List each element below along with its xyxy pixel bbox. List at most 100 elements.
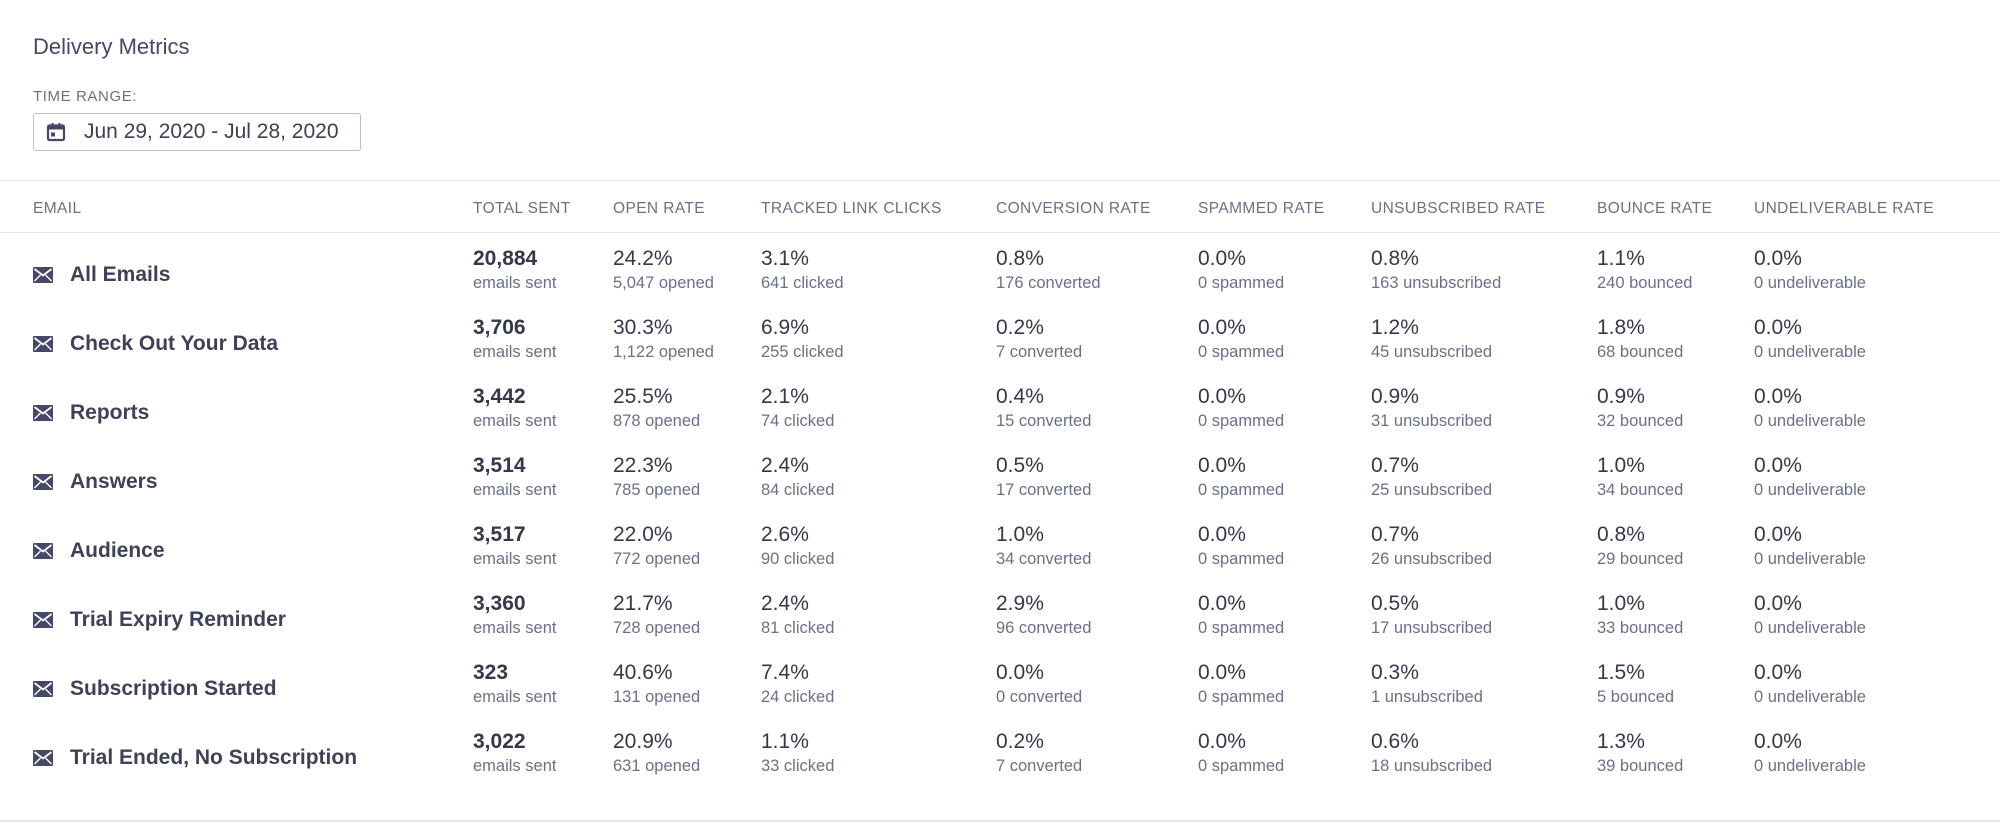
column-header-email[interactable]: EMAIL: [33, 200, 82, 217]
opened-count: 878 opened: [613, 412, 701, 430]
open-rate-value: 40.6%: [613, 661, 673, 684]
unsubscribed-rate-cell: 1.2% 45 unsubscribed: [1371, 315, 1492, 363]
spammed-count: 0 spammed: [1198, 481, 1285, 499]
bounce-rate-cell: 0.9% 32 bounced: [1597, 384, 1683, 432]
spammed-rate-value: 0.0%: [1198, 523, 1246, 546]
undeliverable-count: 0 undeliverable: [1754, 688, 1866, 706]
email-name[interactable]: Audience: [70, 539, 165, 562]
table-row[interactable]: Answers 3,514 emails sent 22.3% 785 open…: [0, 446, 2000, 515]
column-header-unsubscribed-rate[interactable]: UNSUBSCRIBED RATE: [1371, 200, 1546, 217]
conversion-rate-cell: 2.9% 96 converted: [996, 591, 1091, 639]
undeliverable-rate-value: 0.0%: [1754, 454, 1802, 477]
column-header-spammed-rate[interactable]: SPAMMED RATE: [1198, 200, 1325, 217]
table-row[interactable]: Trial Ended, No Subscription 3,022 email…: [0, 722, 2000, 791]
conversion-rate-value: 0.8%: [996, 247, 1044, 270]
email-name-cell: Subscription Started: [33, 677, 277, 701]
column-header-bounce-rate[interactable]: BOUNCE RATE: [1597, 200, 1713, 217]
bounce-rate-value: 1.0%: [1597, 592, 1645, 615]
email-name-cell: Answers: [33, 470, 158, 494]
table-row[interactable]: Reports 3,442 emails sent 25.5% 878 open…: [0, 377, 2000, 446]
link-clicks-cell: 2.6% 90 clicked: [761, 522, 834, 570]
undeliverable-count: 0 undeliverable: [1754, 619, 1866, 637]
total-sent-cell: 20,884 emails sent: [473, 246, 556, 294]
opened-count: 631 opened: [613, 757, 701, 775]
total-sent-value: 3,514: [473, 454, 526, 477]
unsubscribed-count: 31 unsubscribed: [1371, 412, 1493, 430]
date-range-picker[interactable]: Jun 29, 2020 - Jul 28, 2020: [33, 113, 361, 151]
undeliverable-rate-value: 0.0%: [1754, 385, 1802, 408]
email-name[interactable]: All Emails: [70, 263, 171, 286]
total-sent-cell: 3,022 emails sent: [473, 729, 556, 777]
clicked-count: 24 clicked: [761, 688, 835, 706]
clicked-count: 90 clicked: [761, 550, 835, 568]
email-name[interactable]: Check Out Your Data: [70, 332, 279, 355]
bounce-rate-value: 0.9%: [1597, 385, 1645, 408]
page-title: Delivery Metrics: [33, 34, 190, 59]
unsubscribed-count: 17 unsubscribed: [1371, 619, 1493, 637]
email-name[interactable]: Trial Expiry Reminder: [70, 608, 286, 631]
envelope-icon: [33, 750, 53, 766]
table-row[interactable]: Audience 3,517 emails sent 22.0% 772 ope…: [0, 515, 2000, 584]
converted-count: 34 converted: [996, 550, 1092, 568]
undeliverable-count: 0 undeliverable: [1754, 757, 1866, 775]
total-sent-caption: emails sent: [473, 343, 557, 361]
bounced-count: 33 bounced: [1597, 619, 1684, 637]
undeliverable-rate-cell: 0.0% 0 undeliverable: [1754, 729, 1866, 777]
column-header-total-sent[interactable]: TOTAL SENT: [473, 200, 571, 217]
table-body: All Emails 20,884 emails sent 24.2% 5,04…: [0, 233, 2000, 791]
link-clicks-value: 6.9%: [761, 316, 809, 339]
converted-count: 17 converted: [996, 481, 1092, 499]
spammed-rate-cell: 0.0% 0 spammed: [1198, 591, 1284, 639]
undeliverable-rate-value: 0.0%: [1754, 592, 1802, 615]
converted-count: 7 converted: [996, 757, 1083, 775]
clicked-count: 81 clicked: [761, 619, 835, 637]
total-sent-caption: emails sent: [473, 550, 557, 568]
unsubscribed-rate-cell: 0.3% 1 unsubscribed: [1371, 660, 1483, 708]
table-row[interactable]: All Emails 20,884 emails sent 24.2% 5,04…: [0, 239, 2000, 308]
email-name[interactable]: Subscription Started: [70, 677, 277, 700]
unsubscribed-count: 25 unsubscribed: [1371, 481, 1493, 499]
divider: [0, 820, 2000, 822]
email-name[interactable]: Trial Ended, No Subscription: [70, 746, 358, 769]
bounced-count: 5 bounced: [1597, 688, 1675, 706]
link-clicks-value: 2.1%: [761, 385, 809, 408]
undeliverable-count: 0 undeliverable: [1754, 550, 1866, 568]
table-row[interactable]: Trial Expiry Reminder 3,360 emails sent …: [0, 584, 2000, 653]
envelope-icon: [33, 681, 53, 697]
unsubscribed-rate-value: 0.8%: [1371, 247, 1419, 270]
undeliverable-rate-cell: 0.0% 0 undeliverable: [1754, 660, 1866, 708]
unsubscribed-count: 163 unsubscribed: [1371, 274, 1502, 292]
undeliverable-count: 0 undeliverable: [1754, 274, 1866, 292]
spammed-rate-value: 0.0%: [1198, 661, 1246, 684]
column-header-tracked-link-clicks[interactable]: TRACKED LINK CLICKS: [761, 200, 942, 217]
bounced-count: 68 bounced: [1597, 343, 1684, 361]
divider: [0, 180, 2000, 181]
opened-count: 5,047 opened: [613, 274, 714, 292]
open-rate-cell: 21.7% 728 opened: [613, 591, 700, 639]
table-row[interactable]: Check Out Your Data 3,706 emails sent 30…: [0, 308, 2000, 377]
bounced-count: 29 bounced: [1597, 550, 1684, 568]
link-clicks-cell: 2.4% 84 clicked: [761, 453, 834, 501]
header: Delivery Metrics TIME RANGE: Jun 29, 202…: [0, 0, 2000, 151]
unsubscribed-count: 1 unsubscribed: [1371, 688, 1483, 706]
email-name[interactable]: Reports: [70, 401, 150, 424]
bounced-count: 39 bounced: [1597, 757, 1684, 775]
open-rate-cell: 30.3% 1,122 opened: [613, 315, 714, 363]
link-clicks-cell: 2.1% 74 clicked: [761, 384, 834, 432]
conversion-rate-cell: 0.0% 0 converted: [996, 660, 1082, 708]
spammed-rate-cell: 0.0% 0 spammed: [1198, 453, 1284, 501]
link-clicks-value: 1.1%: [761, 730, 809, 753]
column-header-open-rate[interactable]: OPEN RATE: [613, 200, 706, 217]
link-clicks-value: 7.4%: [761, 661, 809, 684]
total-sent-cell: 3,360 emails sent: [473, 591, 556, 639]
table-header: EMAIL TOTAL SENT OPEN RATE TRACKED LINK …: [0, 181, 2000, 232]
column-header-conversion-rate[interactable]: CONVERSION RATE: [996, 200, 1151, 217]
column-header-undeliverable-rate[interactable]: UNDELIVERABLE RATE: [1754, 200, 1935, 217]
table-row[interactable]: Subscription Started 323 emails sent 40.…: [0, 653, 2000, 722]
bounced-count: 240 bounced: [1597, 274, 1693, 292]
total-sent-value: 3,442: [473, 385, 526, 408]
email-name[interactable]: Answers: [70, 470, 158, 493]
opened-count: 1,122 opened: [613, 343, 714, 361]
calendar-icon: [46, 122, 66, 142]
open-rate-cell: 25.5% 878 opened: [613, 384, 700, 432]
